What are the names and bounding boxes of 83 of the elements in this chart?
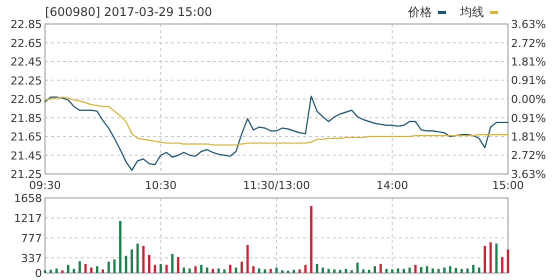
bar xyxy=(443,268,446,273)
y-tick-label: 21.85 xyxy=(10,112,42,125)
x-tick-label: 10:30 xyxy=(144,179,177,192)
x-tick-label: 11:30/13:00 xyxy=(242,179,310,192)
bar xyxy=(420,267,422,273)
y-tick-label: 21.25 xyxy=(10,168,42,181)
bar xyxy=(90,268,92,273)
bar xyxy=(217,268,220,273)
bar xyxy=(484,246,486,273)
bar xyxy=(240,262,243,273)
bar xyxy=(414,264,417,273)
bar xyxy=(176,257,180,273)
line-series xyxy=(44,96,509,171)
bar xyxy=(501,257,504,273)
bar xyxy=(78,261,81,273)
bar xyxy=(270,268,272,273)
bar xyxy=(432,268,434,273)
bar xyxy=(391,269,394,273)
bar xyxy=(408,268,411,273)
y-tick-label: 21.65 xyxy=(10,130,42,144)
bar xyxy=(362,269,364,273)
y-tick-label: 0 xyxy=(35,267,42,280)
y2-tick-label: 1.81% xyxy=(511,130,546,144)
bar xyxy=(333,269,336,273)
y2-tick-label: 0.00% xyxy=(511,93,546,106)
y-tick-label: 777 xyxy=(21,232,42,245)
y-tick-label: 22.65 xyxy=(10,36,42,50)
bar xyxy=(188,268,191,273)
y2-tick-label: 3.63% xyxy=(511,168,546,181)
y-tick-label: 22.45 xyxy=(10,56,42,68)
y2-tick-label: 3.63% xyxy=(511,18,546,31)
y-tick-label: 22.05 xyxy=(10,93,42,106)
bar xyxy=(472,264,474,273)
bar xyxy=(310,206,312,273)
bar xyxy=(61,270,64,273)
bar xyxy=(281,270,284,273)
bar xyxy=(50,270,52,273)
bar xyxy=(136,244,139,273)
bar xyxy=(66,264,70,273)
bar xyxy=(489,242,492,273)
bar xyxy=(148,254,150,273)
x-tick-label: 14:00 xyxy=(376,179,408,192)
bar xyxy=(374,266,376,273)
bar xyxy=(448,266,452,273)
bar xyxy=(380,264,382,273)
bar xyxy=(252,266,255,273)
bar xyxy=(258,268,260,273)
bar xyxy=(160,264,162,273)
y-tick-label: 1658 xyxy=(14,192,42,205)
bar xyxy=(182,268,186,273)
legend-label: 均线 xyxy=(459,5,484,19)
y-tick-label: 21.45 xyxy=(10,149,42,162)
x-tick-label: 15:00 xyxy=(492,179,524,192)
y2-tick-label: 1.81% xyxy=(511,56,546,69)
bar xyxy=(108,262,110,273)
legend-label: 价格 xyxy=(407,5,432,19)
bar xyxy=(339,270,342,273)
line-series xyxy=(44,96,509,146)
bar xyxy=(298,269,301,273)
bar xyxy=(368,270,370,273)
bar xyxy=(171,254,174,273)
bar xyxy=(212,268,214,273)
bar xyxy=(130,249,133,273)
bar xyxy=(200,264,202,273)
y-tick-label: 22.85 xyxy=(10,18,42,31)
bar xyxy=(142,246,145,273)
y-tick-label: 337 xyxy=(21,252,42,265)
y-tick-label: 1217 xyxy=(14,212,42,225)
bar xyxy=(119,220,122,273)
y2-tick-label: 0.91% xyxy=(511,112,546,125)
bar xyxy=(350,270,353,273)
y2-tick-label: 2.72% xyxy=(511,149,546,162)
bar xyxy=(402,268,405,273)
bar xyxy=(460,268,463,273)
bar xyxy=(229,264,232,273)
y2-tick-label: 0.91% xyxy=(511,74,546,88)
bar xyxy=(292,270,296,273)
chart-title: [600980] 2017-03-29 15:00 xyxy=(45,5,212,19)
bar xyxy=(102,269,104,273)
x-tick-label: 09:30 xyxy=(29,179,61,192)
bar xyxy=(322,268,324,273)
y-tick-label: 22.25 xyxy=(10,74,42,88)
y2-tick-label: 2.72% xyxy=(511,36,546,50)
